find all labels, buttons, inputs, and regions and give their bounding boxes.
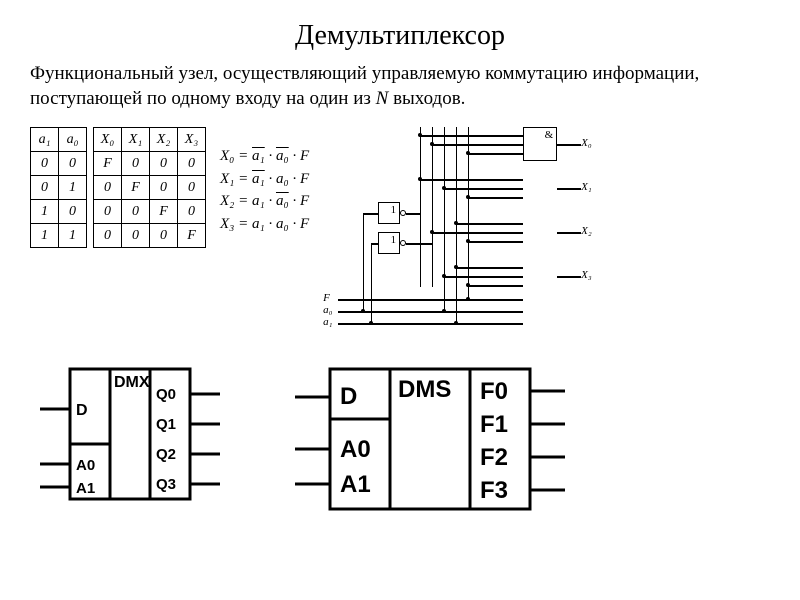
eq-x0: X₀ = a₁ · a₀ · F bbox=[220, 145, 309, 168]
cell: 0 bbox=[31, 176, 59, 200]
inverter-2: 1 bbox=[378, 232, 400, 254]
th: X₃ bbox=[178, 128, 206, 152]
cell: 0 bbox=[94, 176, 122, 200]
truth-table-addr: a₁ a₀ 00 01 10 11 bbox=[30, 127, 87, 248]
svg-text:F3: F3 bbox=[480, 477, 508, 504]
svg-text:A0: A0 bbox=[76, 457, 95, 474]
cell: F bbox=[122, 176, 150, 200]
description: Функциональный узел, осуществляющий упра… bbox=[30, 62, 770, 111]
svg-text:Q0: Q0 bbox=[156, 386, 176, 403]
cell: 0 bbox=[178, 200, 206, 224]
cell: 1 bbox=[59, 176, 87, 200]
svg-text:Q2: Q2 bbox=[156, 446, 176, 463]
cell: 0 bbox=[122, 200, 150, 224]
cell: 1 bbox=[31, 224, 59, 248]
cell: 0 bbox=[59, 152, 87, 176]
out-x1: X₁ bbox=[581, 181, 592, 193]
svg-text:A1: A1 bbox=[340, 471, 371, 498]
out-x3: X₃ bbox=[581, 269, 592, 281]
cell: 0 bbox=[178, 176, 206, 200]
page-title: Демультиплексор bbox=[30, 20, 770, 52]
dmx-symbol: DMX D A0 A1 Q0 Q1 Q2 Q3 bbox=[30, 359, 230, 509]
cell: 0 bbox=[122, 224, 150, 248]
equations: X₀ = a₁ · a₀ · F X₁ = a₁ · a₀ · F X₂ = a… bbox=[220, 145, 309, 235]
svg-text:D: D bbox=[76, 402, 88, 419]
cell: 0 bbox=[94, 200, 122, 224]
lbl-a1: a₁ bbox=[323, 316, 332, 328]
svg-text:F2: F2 bbox=[480, 444, 508, 471]
cell: F bbox=[94, 152, 122, 176]
logic-circuit: F a₀ a₁ 1 1 & bbox=[323, 127, 593, 337]
desc-n: N bbox=[376, 88, 389, 109]
svg-text:F1: F1 bbox=[480, 411, 508, 438]
lbl-F: F bbox=[323, 292, 330, 304]
svg-text:D: D bbox=[340, 383, 357, 410]
eq-x3: X₃ = a₁ · a₀ · F bbox=[220, 213, 309, 236]
desc-post: выходов. bbox=[388, 88, 465, 109]
svg-text:DMX: DMX bbox=[114, 374, 150, 391]
out-x2: X₂ bbox=[581, 225, 592, 237]
th: X₂ bbox=[150, 128, 178, 152]
svg-text:A0: A0 bbox=[340, 436, 371, 463]
cell: 0 bbox=[94, 224, 122, 248]
dms-symbol: DMS D A0 A1 F0 F1 F2 F3 bbox=[280, 359, 580, 519]
and-gate-3: & bbox=[523, 127, 557, 161]
svg-text:A1: A1 bbox=[76, 480, 95, 497]
svg-text:DMS: DMS bbox=[398, 376, 451, 403]
th: X₀ bbox=[94, 128, 122, 152]
cell: F bbox=[150, 200, 178, 224]
svg-text:F0: F0 bbox=[480, 378, 508, 405]
eq-x2: X₂ = a₁ · a₀ · F bbox=[220, 190, 309, 213]
inverter-1: 1 bbox=[378, 202, 400, 224]
truth-table-out: X₀ X₁ X₂ X₃ F000 0F00 00F0 000F bbox=[93, 127, 206, 248]
cell: 0 bbox=[59, 200, 87, 224]
th-a0: a₀ bbox=[59, 128, 87, 152]
cell: 0 bbox=[178, 152, 206, 176]
truth-table: a₁ a₀ 00 01 10 11 X₀ X₁ X₂ X₃ F000 0F00 … bbox=[30, 127, 206, 248]
cell: F bbox=[178, 224, 206, 248]
desc-pre: Функциональный узел, осуществляющий упра… bbox=[30, 63, 699, 109]
out-x0: X₀ bbox=[581, 137, 592, 149]
cell: 0 bbox=[122, 152, 150, 176]
eq-x1: X₁ = a₁ · a₀ · F bbox=[220, 168, 309, 191]
cell: 1 bbox=[31, 200, 59, 224]
th: X₁ bbox=[122, 128, 150, 152]
lbl-a0: a₀ bbox=[323, 304, 332, 316]
svg-text:Q1: Q1 bbox=[156, 416, 176, 433]
cell: 0 bbox=[31, 152, 59, 176]
cell: 1 bbox=[59, 224, 87, 248]
cell: 0 bbox=[150, 176, 178, 200]
svg-text:Q3: Q3 bbox=[156, 476, 176, 493]
cell: 0 bbox=[150, 224, 178, 248]
th-a1: a₁ bbox=[31, 128, 59, 152]
cell: 0 bbox=[150, 152, 178, 176]
